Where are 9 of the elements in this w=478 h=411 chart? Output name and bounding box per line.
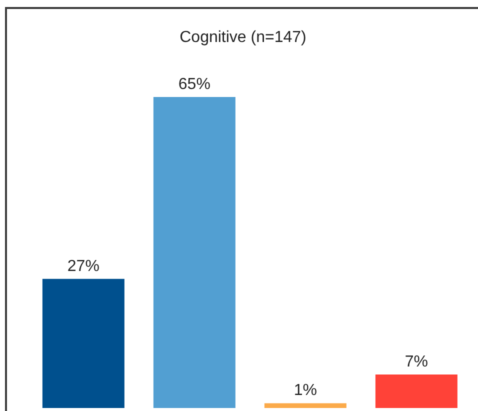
data-label: 7% — [404, 354, 428, 371]
bar — [153, 97, 236, 408]
bar — [375, 374, 458, 408]
data-label: 1% — [294, 382, 317, 400]
data-label: 27% — [67, 258, 100, 275]
chart-title: Cognitive (n=147) — [178, 29, 308, 47]
data-label: 65% — [178, 76, 210, 93]
bar — [264, 403, 346, 408]
bar — [42, 278, 124, 408]
